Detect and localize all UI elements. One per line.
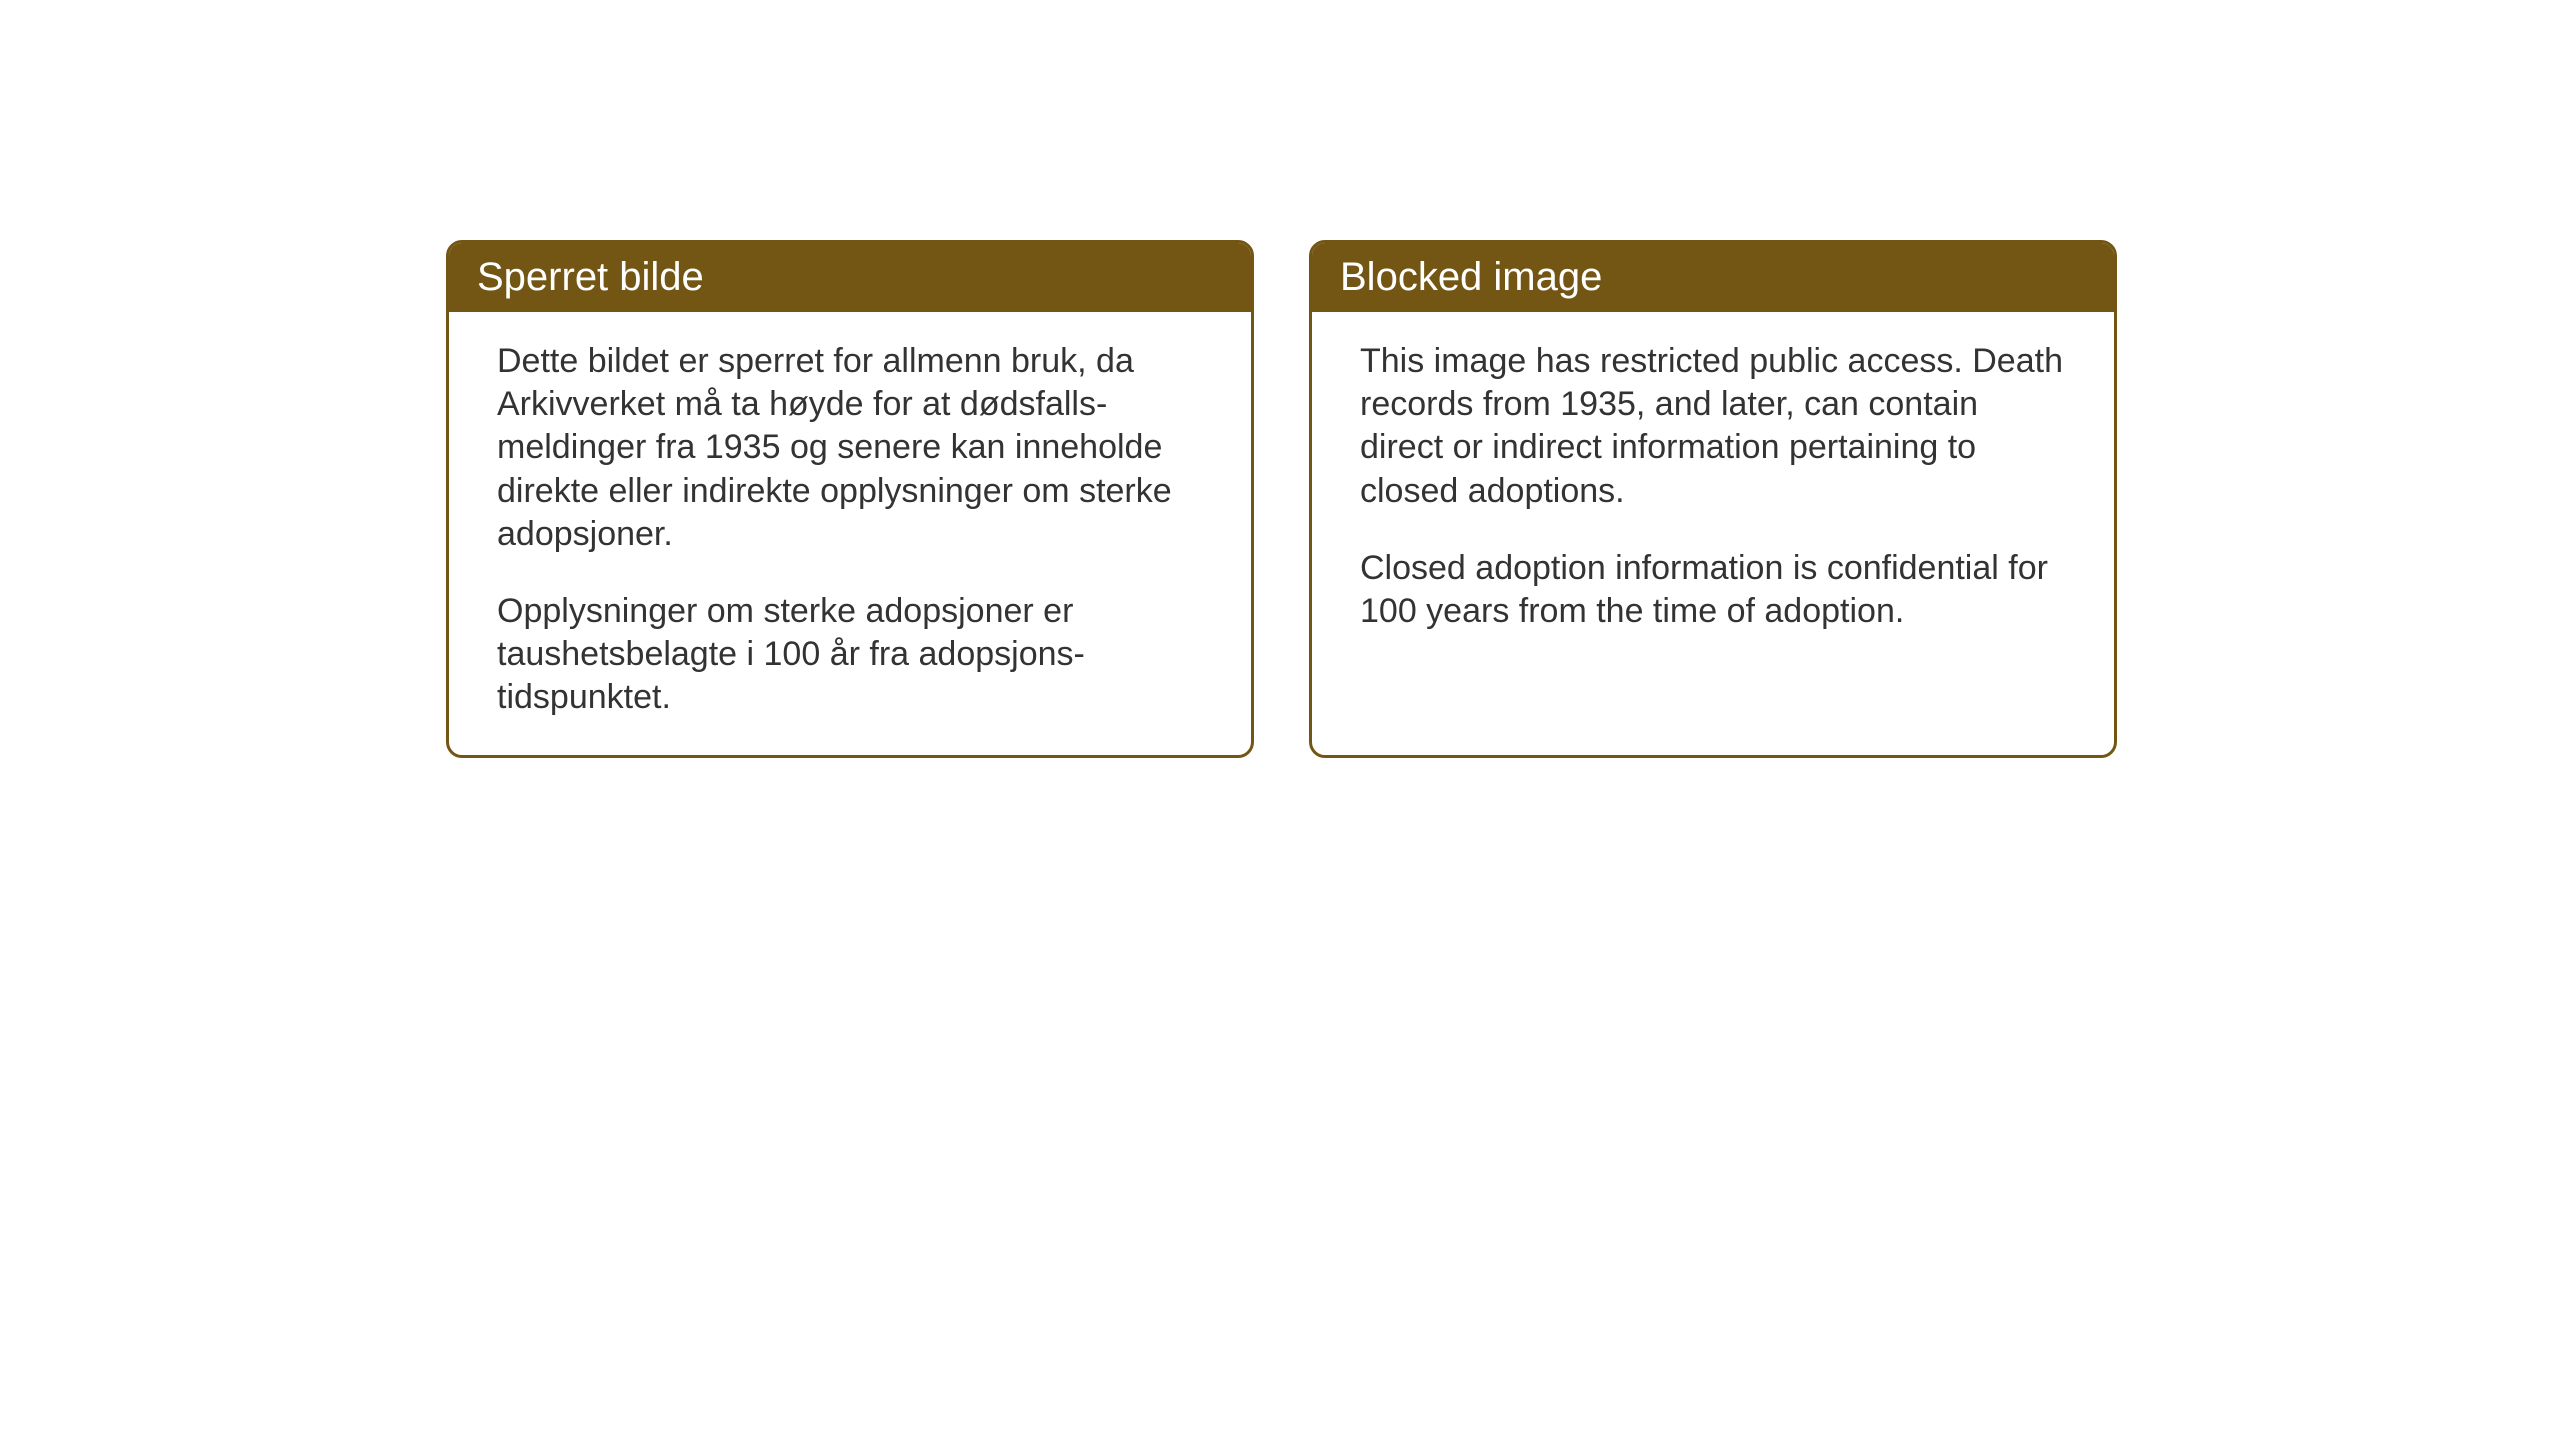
notice-card-norwegian: Sperret bilde Dette bildet er sperret fo… [446,240,1254,758]
card-para1-english: This image has restricted public access.… [1360,340,2066,513]
card-body-english: This image has restricted public access.… [1312,312,2114,712]
notice-container: Sperret bilde Dette bildet er sperret fo… [446,240,2117,758]
card-title-norwegian: Sperret bilde [477,255,704,299]
card-header-norwegian: Sperret bilde [449,243,1251,312]
card-para2-norwegian: Opplysninger om sterke adopsjoner er tau… [497,590,1203,720]
card-title-english: Blocked image [1340,255,1602,299]
card-para2-english: Closed adoption information is confident… [1360,547,2066,633]
card-para1-norwegian: Dette bildet er sperret for allmenn bruk… [497,340,1203,556]
card-body-norwegian: Dette bildet er sperret for allmenn bruk… [449,312,1251,755]
notice-card-english: Blocked image This image has restricted … [1309,240,2117,758]
card-header-english: Blocked image [1312,243,2114,312]
